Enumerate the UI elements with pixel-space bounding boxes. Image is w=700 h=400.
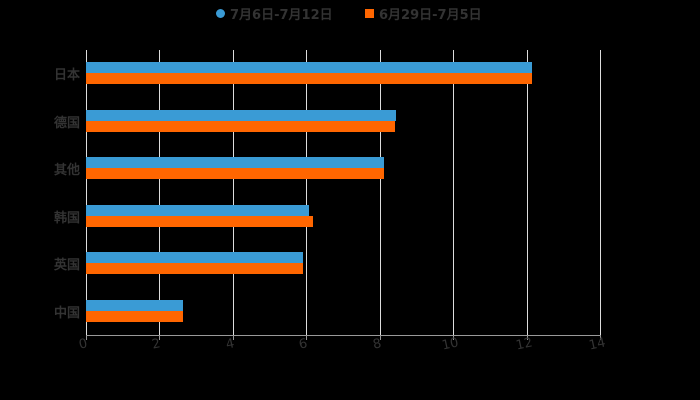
bar[interactable]: [86, 73, 533, 84]
bar[interactable]: [86, 263, 303, 274]
square-marker-icon: [365, 9, 374, 18]
bar[interactable]: [86, 168, 385, 179]
x-tick-label: 12: [514, 335, 534, 354]
x-tick-label: 6: [297, 336, 310, 353]
gridline: [159, 50, 161, 335]
legend: 7月6日-7月12日 6月29日-7月5日: [0, 4, 700, 23]
bar[interactable]: [86, 204, 309, 216]
x-tick: [453, 335, 455, 340]
x-tick-label: 14: [587, 335, 607, 354]
x-tick: [526, 335, 528, 340]
x-tick-label: 0: [77, 336, 89, 353]
bar[interactable]: [86, 310, 183, 322]
legend-item-series-0[interactable]: 7月6日-7月12日: [216, 4, 333, 23]
bar[interactable]: [86, 157, 385, 168]
plot-area: [86, 50, 601, 335]
x-tick: [232, 335, 234, 340]
gridline: [526, 50, 528, 335]
x-tick: [379, 335, 381, 340]
x-tick-label: 2: [150, 336, 163, 353]
gridline: [86, 50, 87, 335]
circle-marker-icon: [216, 9, 225, 18]
category-label: 其他: [53, 163, 80, 178]
gridline: [306, 50, 308, 335]
x-tick: [86, 335, 87, 340]
category-label: 中国: [53, 305, 80, 321]
x-tick-label: 8: [371, 336, 383, 353]
gridline: [379, 50, 381, 335]
category-label: 韩国: [53, 210, 80, 226]
x-tick: [159, 335, 161, 340]
x-tick-label: 4: [224, 336, 236, 353]
legend-label: 7月6日-7月12日: [230, 8, 333, 23]
category-label: 德国: [53, 115, 80, 131]
legend-item-series-1[interactable]: 6月29日-7月5日: [365, 4, 482, 23]
gridline: [453, 50, 455, 335]
x-tick-label: 10: [440, 335, 461, 354]
bar[interactable]: [86, 299, 183, 311]
bar[interactable]: [86, 215, 313, 227]
category-label: 英国: [53, 258, 80, 273]
bar[interactable]: [86, 109, 396, 121]
gridline: [232, 50, 234, 335]
legend-label: 6月29日-7月5日: [379, 8, 482, 23]
category-label: 日本: [53, 68, 80, 83]
bar[interactable]: [86, 252, 303, 263]
bar[interactable]: [86, 120, 396, 132]
x-axis-line: [86, 335, 601, 336]
bar[interactable]: [86, 62, 533, 73]
x-tick: [306, 335, 308, 340]
gridline: [600, 50, 601, 335]
x-tick: [600, 335, 601, 340]
